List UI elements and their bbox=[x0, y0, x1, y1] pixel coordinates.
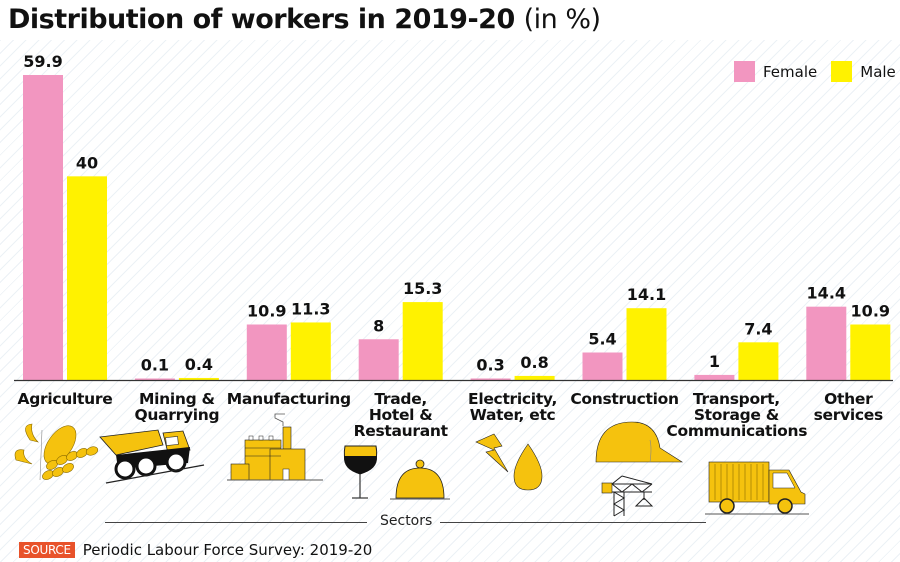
bar-male bbox=[626, 308, 667, 380]
category-label-line: Water, etc bbox=[469, 406, 556, 424]
x-axis-label: Sectors bbox=[380, 513, 433, 529]
category-label-line: Other bbox=[824, 390, 873, 408]
data-label-male: 0.4 bbox=[185, 355, 213, 374]
legend-swatch-male bbox=[831, 61, 853, 82]
delivery-truck-icon bbox=[705, 461, 809, 515]
category-label-line: Storage & bbox=[693, 406, 779, 424]
bar-male bbox=[514, 375, 555, 380]
data-label-female: 5.4 bbox=[588, 330, 616, 349]
category-label-line: Electricity, bbox=[468, 390, 558, 408]
legend-label-female: Female bbox=[763, 62, 818, 81]
category-label-line: Manufacturing bbox=[226, 390, 351, 408]
data-label-female: 10.9 bbox=[247, 301, 286, 320]
category-label: Trade, Hotel & Restaurant bbox=[331, 391, 471, 439]
legend: Female Male bbox=[734, 61, 900, 82]
data-label-female: 8 bbox=[373, 316, 384, 335]
bar-male bbox=[178, 377, 219, 380]
data-label-male: 10.9 bbox=[851, 301, 890, 320]
category-label: Construction bbox=[555, 391, 695, 407]
bar-male bbox=[290, 322, 331, 380]
bar-male bbox=[67, 176, 107, 380]
category-label: Manufacturing bbox=[219, 391, 359, 407]
bar-female bbox=[134, 378, 175, 380]
category-label-line: services bbox=[813, 406, 884, 424]
factory-icon bbox=[227, 413, 323, 481]
category-label: Other services bbox=[778, 391, 900, 423]
bar-male bbox=[738, 342, 779, 380]
data-label-male: 15.3 bbox=[403, 279, 442, 298]
data-label-male: 14.1 bbox=[627, 285, 666, 304]
data-label-male: 0.8 bbox=[520, 353, 548, 372]
category-label-line: Trade, bbox=[374, 390, 428, 408]
data-label-female: 0.1 bbox=[141, 356, 169, 375]
category-label: Mining & Quarrying bbox=[107, 391, 247, 423]
data-label-female: 59.9 bbox=[23, 52, 62, 71]
category-label-line: Hotel & bbox=[368, 406, 433, 424]
source-badge: SOURCE bbox=[19, 542, 75, 558]
data-label-male: 40 bbox=[76, 153, 98, 172]
chart-title: Distribution of workers in 2019-20 (in %… bbox=[8, 4, 601, 35]
chart-title-unit: (in %) bbox=[523, 4, 601, 35]
bar-female bbox=[582, 352, 623, 380]
category-label-line: Agriculture bbox=[17, 390, 113, 408]
lightning-water-drop-icon bbox=[475, 433, 543, 491]
category-label: Agriculture bbox=[0, 391, 135, 407]
legend-swatch-female bbox=[734, 61, 755, 82]
bar-female bbox=[806, 306, 847, 380]
hardhat-crane-icon bbox=[595, 421, 684, 517]
bar-female bbox=[694, 374, 735, 380]
category-label-line: Mining & bbox=[139, 390, 215, 408]
source-line: SOURCE Periodic Labour Force Survey: 201… bbox=[19, 541, 372, 559]
axis-label-line-left bbox=[105, 522, 367, 523]
data-label-female: 1 bbox=[709, 352, 720, 371]
chart-title-main: Distribution of workers in 2019-20 bbox=[8, 4, 515, 35]
bar-female bbox=[23, 75, 63, 380]
category-label-line: Transport, bbox=[692, 390, 780, 408]
category-label: Transport, Storage & Communications bbox=[666, 390, 808, 440]
wine-glass-cloche-icon bbox=[343, 445, 450, 500]
data-label-male: 7.4 bbox=[744, 319, 772, 338]
category-label-line: Quarrying bbox=[134, 406, 220, 424]
data-label-female: 0.3 bbox=[476, 355, 504, 374]
dump-truck-icon bbox=[99, 429, 205, 484]
bar-male bbox=[850, 324, 891, 380]
axis-label-line-right bbox=[440, 522, 706, 523]
legend-item-female: Female bbox=[734, 61, 817, 82]
bar-female bbox=[470, 378, 511, 380]
category-label: Electricity, Water, etc bbox=[443, 391, 583, 423]
bar-female bbox=[246, 324, 287, 380]
data-label-female: 14.4 bbox=[807, 284, 846, 303]
legend-item-male: Male bbox=[831, 61, 896, 82]
bar-female bbox=[358, 339, 399, 380]
data-label-male: 11.3 bbox=[291, 299, 330, 318]
bar-male bbox=[402, 302, 443, 380]
category-label-line: Construction bbox=[570, 390, 679, 408]
source-text: Periodic Labour Force Survey: 2019-20 bbox=[82, 541, 373, 559]
category-label-line: Restaurant bbox=[353, 422, 448, 440]
legend-label-male: Male bbox=[860, 62, 896, 81]
category-label-line: Communications bbox=[666, 422, 808, 440]
wheat-corn-icon bbox=[14, 423, 99, 481]
